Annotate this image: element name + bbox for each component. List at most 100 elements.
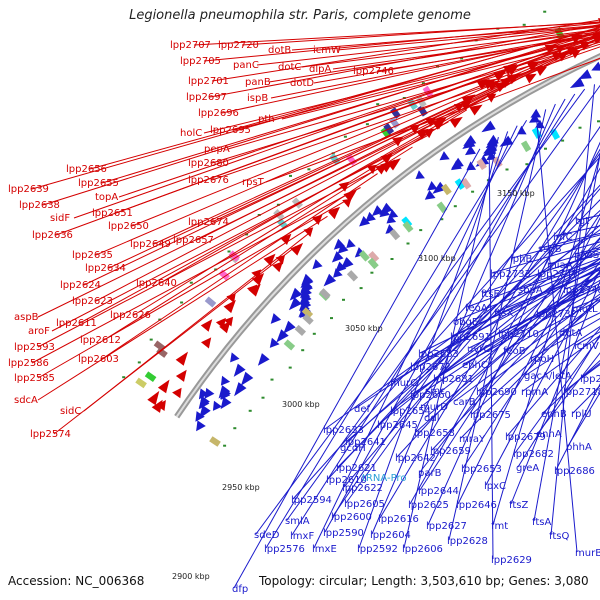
forward-gene-label: sdcA — [14, 395, 38, 406]
reverse-gene-label: lpxC — [484, 481, 506, 492]
forward-gene-label: lpp2651 — [92, 208, 133, 219]
forward-leader-line — [42, 29, 600, 206]
forward-track-block — [228, 250, 241, 262]
reverse-leader-line — [448, 109, 547, 541]
reverse-gene-label: obgE — [453, 317, 478, 328]
reverse-track-block — [476, 158, 487, 171]
forward-gene-label: lpp2624 — [60, 280, 101, 291]
forward-gene-label: pepA — [204, 144, 230, 155]
forward-leader-line — [37, 215, 328, 401]
reverse-gene-arrow — [346, 238, 356, 248]
forward-gene-label: lpp2701 — [188, 76, 229, 87]
forward-gene-arrow — [449, 116, 463, 128]
forward-gene-label: holC — [180, 128, 202, 139]
reverse-track-block — [209, 436, 221, 447]
gc-ring-mark — [233, 427, 237, 430]
reverse-gene-arrow — [451, 160, 462, 171]
reverse-leader-line — [425, 271, 600, 418]
reverse-gene-arrow — [323, 273, 337, 287]
gc-ring-mark — [453, 205, 457, 208]
reverse-track-block — [549, 128, 561, 141]
forward-leader-line — [108, 55, 563, 269]
reverse-leader-line — [419, 213, 600, 491]
reverse-gene-arrow — [483, 142, 498, 154]
forward-leader-line — [241, 21, 600, 46]
forward-track-block — [135, 377, 147, 389]
reverse-gene-label: lphB — [510, 254, 532, 265]
reverse-gene-arrow — [333, 268, 343, 278]
forward-leader-line — [301, 28, 600, 68]
reverse-leader-line — [233, 148, 481, 589]
reverse-leader-line — [454, 262, 600, 322]
reverse-gene-label: murC — [390, 378, 417, 389]
forward-gene-label: lpp2603 — [78, 354, 119, 365]
forward-track-block — [204, 296, 217, 308]
forward-gene-arrow — [223, 316, 234, 327]
gc-ring-mark — [440, 218, 444, 221]
gene-labels: lpp2707 lpp2720 dotB icmW lpp2705 panC dotC dlp… — [8, 40, 600, 595]
gc-ring-mark — [270, 378, 274, 381]
forward-gene-arrow — [386, 158, 401, 171]
forward-gene-arrow — [251, 273, 265, 286]
kbp-scale-label: 2900 kbp — [172, 572, 210, 581]
gc-ring-mark — [122, 376, 126, 379]
gc-ring-mark — [180, 301, 184, 304]
reverse-leader-line — [332, 125, 600, 517]
forward-gene-arrow — [172, 387, 182, 399]
forward-leader-line — [133, 109, 468, 316]
forward-gene-label: aspB — [14, 312, 39, 323]
forward-gene-label: lpp2656 — [66, 164, 107, 175]
reverse-gene-arrow — [388, 209, 399, 219]
forward-gene-arrow — [263, 253, 276, 266]
gc-ring-mark — [214, 268, 218, 271]
forward-leader-line — [270, 32, 600, 99]
forward-gene-arrow — [157, 379, 170, 394]
forward-leader-line — [37, 97, 486, 318]
reverse-gene-label: lpp2576 — [264, 544, 305, 555]
forward-gene-label: dlpA — [309, 64, 331, 75]
reverse-gene-label: lpp2592 — [357, 544, 398, 555]
forward-track-block — [329, 153, 341, 165]
forward-gene-arrow — [156, 400, 166, 411]
forward-gene-label: lpp2697 — [186, 92, 227, 103]
reverse-gene-label: lmxE — [312, 544, 337, 555]
reverse-gene-arrow — [569, 77, 585, 88]
reverse-gene-arrow — [331, 251, 344, 263]
gc-ring-mark — [578, 126, 582, 129]
reverse-gene-arrow — [220, 387, 231, 400]
forward-gene-arrow — [201, 337, 212, 349]
reverse-gene-arrow — [529, 113, 540, 123]
reverse-gene-label: icmV — [574, 341, 599, 352]
reverse-leader-line — [327, 184, 600, 480]
reverse-gene-arrow — [233, 363, 246, 377]
forward-leader-line — [265, 57, 600, 183]
reverse-track-block — [520, 140, 532, 153]
reverse-gene-arrow — [424, 190, 436, 200]
reverse-leader-line — [396, 237, 600, 458]
reverse-track-block — [319, 288, 331, 300]
reverse-gene-label: lpp2747 — [537, 269, 578, 280]
forward-leader-line — [211, 46, 600, 181]
gc-ring-mark — [525, 163, 529, 166]
reverse-gene-arrow — [466, 161, 477, 171]
reverse-gene-label: ftsE — [481, 289, 500, 300]
reverse-gene-arrow — [359, 216, 371, 227]
reverse-leader-line — [457, 216, 600, 505]
reverse-gene-label: rpoH — [530, 354, 554, 365]
reverse-gene-label: lpp2600 — [331, 512, 372, 523]
reverse-gene-label: feoB — [503, 346, 526, 357]
reverse-gene-arrow — [465, 145, 476, 156]
reverse-gene-label: lpp2690 — [476, 387, 517, 398]
reverse-track-block — [492, 156, 503, 169]
reverse-leader-line — [286, 84, 600, 521]
reverse-gene-arrow — [386, 214, 397, 224]
reverse-gene-label: lpp2641 — [345, 437, 386, 448]
forward-gene-arrow — [380, 160, 395, 173]
reverse-gene-arrow — [270, 313, 282, 324]
forward-gene-label: lpp2676 — [188, 175, 229, 186]
reverse-gene-arrow — [300, 279, 313, 292]
forward-leader-line — [211, 40, 600, 223]
reverse-gene-arrow — [365, 211, 376, 222]
reverse-gene-label: ftsX — [494, 308, 513, 319]
reverse-leader-line — [324, 98, 566, 533]
